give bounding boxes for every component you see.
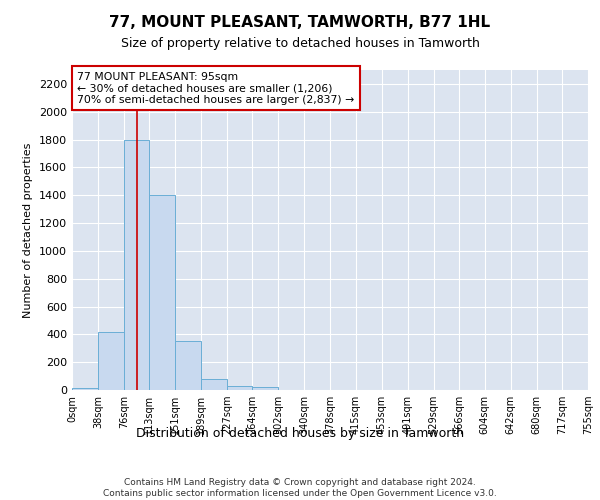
Text: Size of property relative to detached houses in Tamworth: Size of property relative to detached ho… <box>121 38 479 51</box>
Bar <box>227 386 253 390</box>
Bar <box>124 140 149 390</box>
Bar <box>253 387 278 390</box>
Text: Contains HM Land Registry data © Crown copyright and database right 2024.
Contai: Contains HM Land Registry data © Crown c… <box>103 478 497 498</box>
Bar <box>72 388 98 390</box>
Bar <box>201 379 227 390</box>
Text: 77, MOUNT PLEASANT, TAMWORTH, B77 1HL: 77, MOUNT PLEASANT, TAMWORTH, B77 1HL <box>109 15 491 30</box>
Text: Distribution of detached houses by size in Tamworth: Distribution of detached houses by size … <box>136 428 464 440</box>
Y-axis label: Number of detached properties: Number of detached properties <box>23 142 34 318</box>
Bar <box>98 332 124 390</box>
Text: 77 MOUNT PLEASANT: 95sqm
← 30% of detached houses are smaller (1,206)
70% of sem: 77 MOUNT PLEASANT: 95sqm ← 30% of detach… <box>77 72 355 105</box>
Bar <box>149 195 175 390</box>
Bar <box>175 342 201 390</box>
